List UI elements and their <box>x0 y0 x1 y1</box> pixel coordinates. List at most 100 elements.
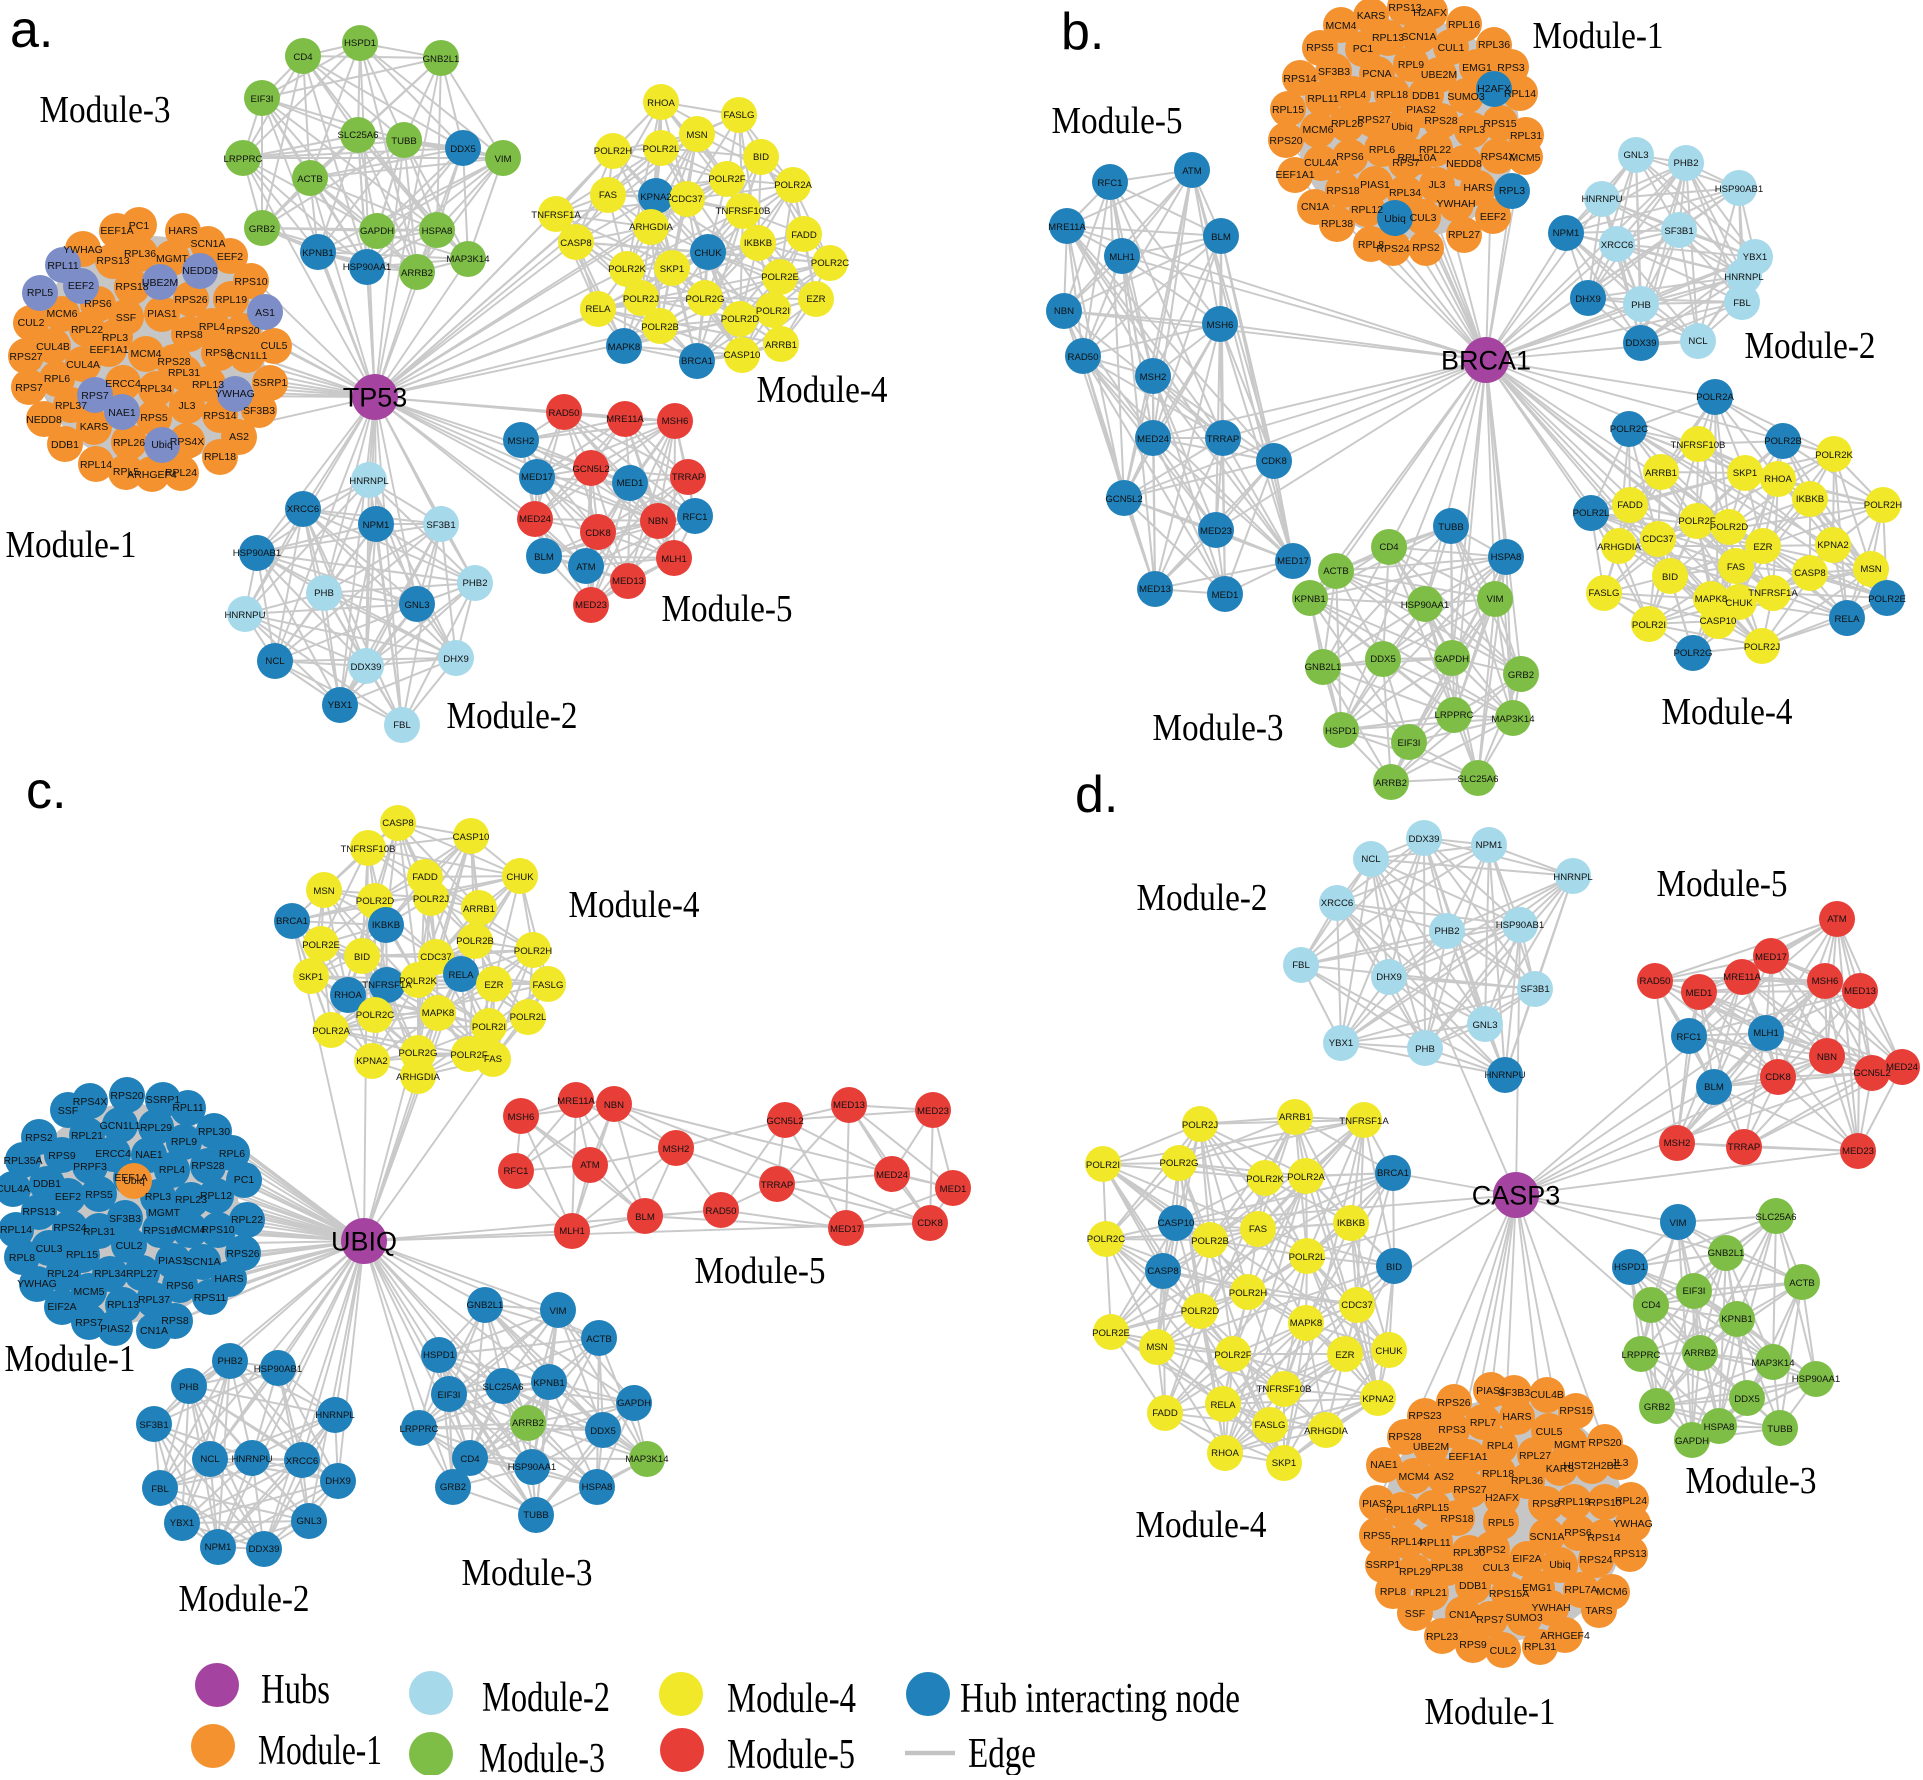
svg-text:AS2: AS2 <box>229 431 249 443</box>
svg-text:MSH6: MSH6 <box>1812 976 1839 987</box>
svg-text:MED24: MED24 <box>1886 1062 1919 1073</box>
svg-text:POLR2F: POLR2F <box>450 1050 487 1061</box>
svg-text:BID: BID <box>1386 1262 1402 1273</box>
svg-text:HSP90AB1: HSP90AB1 <box>254 1364 303 1375</box>
svg-text:GCN1L1: GCN1L1 <box>227 350 268 362</box>
svg-text:RPL12: RPL12 <box>1351 204 1383 216</box>
svg-text:RPL8: RPL8 <box>9 1252 35 1264</box>
svg-text:RPS6: RPS6 <box>84 298 112 310</box>
svg-text:TNFRSF1A: TNFRSF1A <box>362 980 412 991</box>
svg-text:MED13: MED13 <box>833 1100 865 1111</box>
svg-text:CASP8: CASP8 <box>560 238 591 249</box>
svg-text:EZR: EZR <box>484 980 503 991</box>
svg-text:MAP3K14: MAP3K14 <box>446 254 490 265</box>
svg-text:TRRAP: TRRAP <box>1207 434 1240 445</box>
svg-text:RPS15: RPS15 <box>1483 118 1516 130</box>
svg-text:RPS10: RPS10 <box>201 1224 234 1236</box>
svg-text:SSRP1: SSRP1 <box>1366 1559 1401 1571</box>
svg-text:RPS7: RPS7 <box>1476 1614 1504 1626</box>
svg-text:RPL13: RPL13 <box>1372 32 1404 44</box>
svg-text:XRCC6: XRCC6 <box>1321 898 1354 909</box>
svg-text:Ubiq: Ubiq <box>151 439 173 451</box>
svg-text:RPL6: RPL6 <box>1369 144 1395 156</box>
svg-text:MRE11A: MRE11A <box>1723 972 1761 983</box>
svg-text:SLC25A6: SLC25A6 <box>482 1382 523 1393</box>
svg-text:RPL9: RPL9 <box>171 1136 197 1148</box>
svg-text:MAPK8: MAPK8 <box>1290 1318 1323 1329</box>
svg-text:RPS14: RPS14 <box>1283 73 1316 85</box>
svg-text:Module-4: Module-4 <box>1136 1504 1267 1546</box>
svg-text:MAPK8: MAPK8 <box>608 342 641 353</box>
svg-text:TRRAP: TRRAP <box>1728 1142 1761 1153</box>
svg-text:POLR2L: POLR2L <box>1573 508 1610 519</box>
svg-text:BID: BID <box>753 152 769 163</box>
svg-text:CHUK: CHUK <box>1375 1346 1403 1357</box>
svg-text:DHX9: DHX9 <box>325 1476 351 1487</box>
svg-text:NAE1: NAE1 <box>135 1149 163 1161</box>
svg-text:EEF2: EEF2 <box>217 251 243 263</box>
svg-text:RPS20: RPS20 <box>110 1090 143 1102</box>
svg-text:EIF3I: EIF3I <box>1683 1286 1706 1297</box>
svg-text:SF3B3: SF3B3 <box>1498 1387 1530 1399</box>
svg-text:KPNB1: KPNB1 <box>533 1378 564 1389</box>
svg-text:RPS16: RPS16 <box>143 1225 176 1237</box>
svg-text:EZR: EZR <box>806 294 825 305</box>
svg-text:MSH6: MSH6 <box>508 1112 535 1123</box>
svg-text:POLR2E: POLR2E <box>302 940 340 951</box>
svg-text:KARS: KARS <box>80 421 109 433</box>
svg-text:POLR2D: POLR2D <box>721 314 759 325</box>
svg-text:HSPA8: HSPA8 <box>582 1482 613 1493</box>
svg-text:HSP90AA1: HSP90AA1 <box>1792 1374 1841 1385</box>
svg-text:POLR2G: POLR2G <box>399 1048 438 1059</box>
svg-text:SLC25A6: SLC25A6 <box>337 130 378 141</box>
svg-text:MAPK8: MAPK8 <box>1695 594 1728 605</box>
svg-text:EIF3I: EIF3I <box>1398 738 1421 749</box>
svg-text:CD4: CD4 <box>460 1454 480 1465</box>
svg-text:HNRNPL: HNRNPL <box>315 1410 355 1421</box>
svg-text:Ubiq: Ubiq <box>1384 213 1406 225</box>
svg-text:YWHAG: YWHAG <box>215 388 255 400</box>
svg-text:CASP10: CASP10 <box>1700 616 1737 627</box>
svg-text:POLR2D: POLR2D <box>356 896 394 907</box>
svg-text:RPL10A: RPL10A <box>1397 152 1436 164</box>
svg-text:CUL1: CUL1 <box>1438 42 1465 54</box>
svg-text:RPL14: RPL14 <box>0 1224 32 1236</box>
svg-text:KPNB1: KPNB1 <box>302 248 333 259</box>
svg-text:CDK8: CDK8 <box>917 1218 943 1229</box>
svg-text:RFC1: RFC1 <box>503 1166 528 1177</box>
svg-text:MCM6: MCM6 <box>1597 1586 1628 1598</box>
svg-text:RPS26: RPS26 <box>174 294 207 306</box>
svg-text:POLR2J: POLR2J <box>1744 642 1780 653</box>
svg-text:Module-1: Module-1 <box>258 1728 382 1774</box>
svg-text:RAD50: RAD50 <box>1068 352 1099 363</box>
svg-text:IKBKB: IKBKB <box>744 238 772 249</box>
svg-text:ATM: ATM <box>580 1160 600 1171</box>
svg-text:MED23: MED23 <box>917 1106 949 1117</box>
svg-text:GNL3: GNL3 <box>404 600 429 611</box>
svg-text:UBE2M: UBE2M <box>1413 1441 1449 1453</box>
svg-text:Module-3: Module-3 <box>40 89 171 131</box>
svg-text:TP53: TP53 <box>343 383 408 413</box>
svg-text:CUL2: CUL2 <box>18 317 45 329</box>
svg-text:RPL11: RPL11 <box>1307 93 1338 105</box>
svg-text:Module-1: Module-1 <box>5 1338 136 1380</box>
svg-text:MED17: MED17 <box>1277 556 1309 567</box>
svg-text:CASP10: CASP10 <box>724 350 761 361</box>
svg-text:CDK8: CDK8 <box>1765 1072 1791 1083</box>
svg-text:POLR2H: POLR2H <box>1229 1288 1267 1299</box>
svg-text:POLR2D: POLR2D <box>1710 522 1748 533</box>
svg-text:HSP90AA1: HSP90AA1 <box>508 1462 557 1473</box>
svg-text:Module-2: Module-2 <box>482 1675 610 1721</box>
svg-text:FAS: FAS <box>599 190 617 201</box>
svg-text:GCN5L2: GCN5L2 <box>1105 494 1142 505</box>
svg-text:GNB2L1: GNB2L1 <box>467 1300 504 1311</box>
svg-text:FAS: FAS <box>1727 562 1745 573</box>
svg-text:RPL5: RPL5 <box>113 466 139 478</box>
svg-text:RELA: RELA <box>448 970 474 981</box>
svg-text:H2AFX: H2AFX <box>1413 7 1447 19</box>
svg-text:SF3B1: SF3B1 <box>1520 984 1549 995</box>
svg-text:Module-2: Module-2 <box>1137 877 1268 919</box>
svg-text:HSPA8: HSPA8 <box>1704 1422 1735 1433</box>
svg-text:HARS: HARS <box>1502 1411 1531 1423</box>
svg-text:RPL27: RPL27 <box>1519 1450 1551 1462</box>
